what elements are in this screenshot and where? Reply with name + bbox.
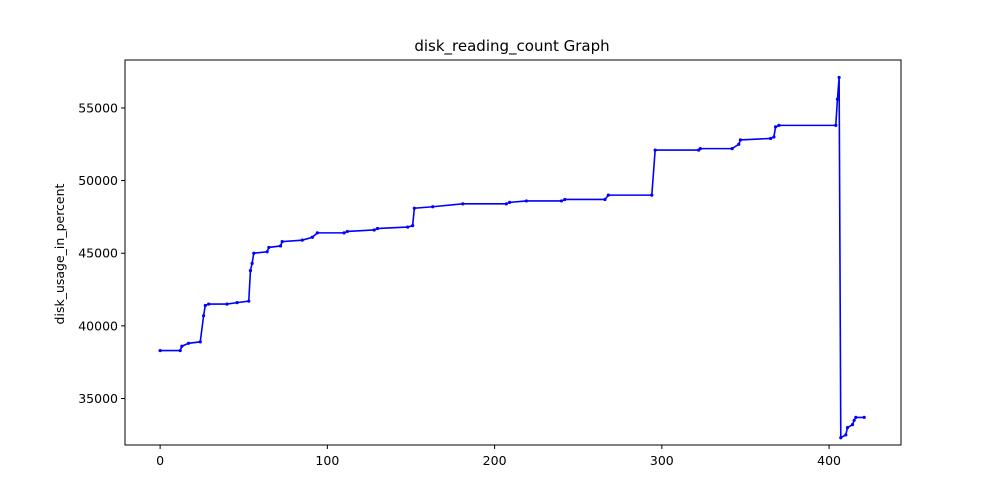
- data-point: [563, 197, 567, 202]
- data-point: [278, 244, 283, 248]
- x-tick-label: 300: [650, 453, 674, 468]
- data-point: [248, 269, 253, 273]
- data-point: [504, 202, 508, 206]
- data-point: [508, 200, 512, 204]
- data-point: [839, 436, 843, 440]
- data-point: [406, 225, 410, 229]
- x-tick-label: 100: [315, 453, 339, 468]
- data-point: [773, 125, 778, 129]
- data-point: [862, 415, 866, 419]
- data-point: [235, 301, 239, 305]
- data-point: [738, 138, 743, 142]
- x-tick-label: 0: [156, 453, 164, 468]
- data-point: [158, 348, 162, 353]
- data-point: [412, 206, 416, 210]
- data-point: [603, 197, 607, 202]
- data-point: [252, 251, 256, 255]
- data-point: [225, 302, 229, 306]
- data-point: [698, 147, 702, 151]
- data-point: [411, 224, 415, 228]
- data-point: [207, 302, 211, 306]
- data-point: [203, 303, 207, 308]
- series-line: [160, 77, 865, 440]
- data-point: [461, 202, 465, 206]
- y-axis-label: disk_usage_in_percent: [52, 183, 67, 324]
- data-point: [650, 193, 654, 197]
- data-point: [247, 299, 251, 303]
- data-point: [852, 418, 856, 422]
- data-point: [186, 341, 191, 345]
- data-point: [345, 229, 350, 234]
- data-point: [300, 238, 304, 242]
- data-point: [267, 245, 271, 250]
- data-point: [342, 231, 346, 235]
- data-point: [372, 228, 376, 232]
- data-point: [280, 240, 284, 244]
- y-tick-label: 55000: [78, 100, 118, 115]
- axis-ticks: 0 100 200 300 400 35000 40000 45000 50000 55000: [78, 100, 841, 468]
- data-point: [837, 75, 841, 80]
- data-point: [834, 123, 838, 127]
- data-point: [850, 423, 855, 427]
- data-point: [606, 193, 610, 197]
- data-point: [772, 135, 776, 139]
- data-point: [202, 314, 206, 318]
- data-point: [180, 344, 184, 348]
- y-tick-label: 35000: [78, 391, 118, 406]
- x-tick-label: 400: [817, 453, 841, 468]
- data-point: [737, 142, 741, 146]
- data-point: [375, 226, 380, 231]
- data-point: [835, 97, 840, 101]
- data-point: [198, 340, 202, 344]
- x-tick-label: 200: [483, 453, 507, 468]
- plot-area: [158, 75, 866, 440]
- data-point: [777, 123, 781, 127]
- y-tick-label: 45000: [78, 246, 118, 261]
- data-point: [524, 199, 528, 203]
- data-point: [265, 250, 269, 254]
- data-point: [768, 136, 773, 141]
- data-point: [178, 348, 182, 353]
- data-point: [315, 231, 319, 235]
- data-point: [559, 199, 564, 203]
- data-point: [730, 147, 734, 151]
- y-tick-label: 50000: [78, 173, 118, 188]
- data-point: [250, 261, 254, 265]
- chart-title: disk_reading_count Graph: [414, 37, 609, 56]
- y-tick-label: 40000: [78, 318, 118, 333]
- data-point: [653, 148, 657, 152]
- data-point: [854, 415, 858, 419]
- axes-frame: [124, 59, 902, 446]
- data-point: [845, 425, 850, 430]
- data-point: [844, 433, 848, 437]
- data-point: [310, 235, 314, 239]
- data-point: [431, 205, 435, 209]
